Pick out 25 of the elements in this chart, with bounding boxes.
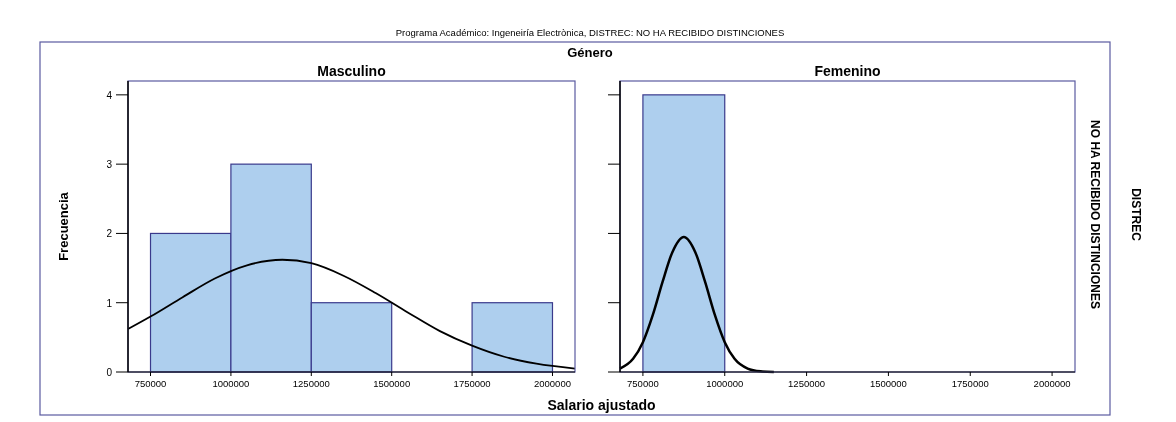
x-axis-title: Salario ajustado (547, 397, 656, 413)
text: NO HA RECIBIDO DISTINCIONES (1088, 120, 1102, 309)
x-tick-label: 2000000 (1033, 378, 1071, 389)
y-tick-label: 1 (106, 297, 113, 309)
y-tick-label: 4 (106, 89, 113, 101)
x-tick-label: 1750000 (951, 378, 989, 389)
x-tick-label: 1250000 (788, 378, 826, 389)
x-tick-label: 1500000 (869, 378, 907, 389)
y-axis-title: Frecuencia (56, 191, 71, 261)
text: Programa Académico: Ingeneiría Electrònica, DISTREC: NO HA RECIBIDO DISTINCIONES (395, 27, 785, 38)
x-tick-label: 1000000 (706, 378, 744, 389)
x-tick-label: 1250000 (292, 378, 330, 389)
x-tick-label: 750000 (134, 378, 167, 389)
x-tick-label: 1500000 (373, 378, 411, 389)
y-tick-label: 3 (106, 159, 113, 171)
chart-title: Masculino (317, 63, 386, 79)
text: DISTREC (1129, 188, 1143, 242)
x-tick-label: 1750000 (453, 378, 491, 389)
y-tick-label: 0 (106, 367, 113, 378)
x-tick-label: 1000000 (212, 378, 250, 389)
x-tick-label: 2000000 (534, 378, 571, 389)
text: Género (567, 45, 613, 60)
x-tick-label: 750000 (627, 378, 659, 389)
chart-title: Femenino (814, 63, 881, 79)
y-tick-label: 2 (106, 228, 113, 240)
